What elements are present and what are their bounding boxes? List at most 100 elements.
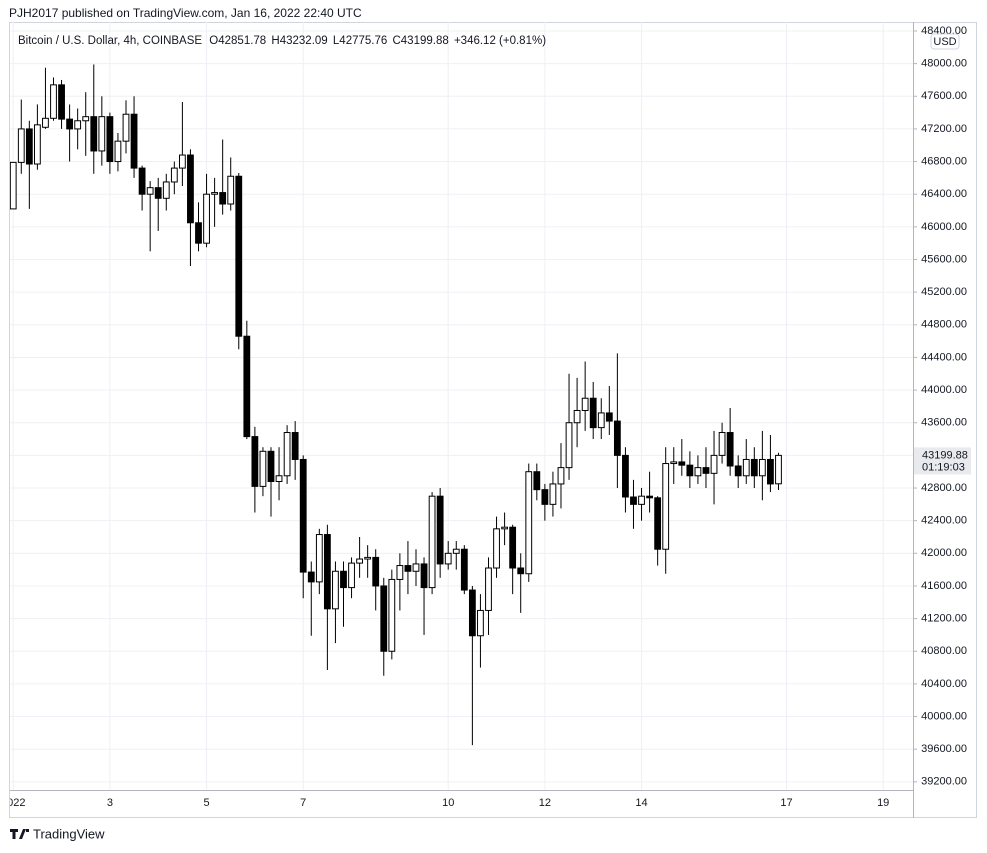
chart-frame [9, 22, 977, 818]
currency: USD [933, 36, 956, 48]
publish-info: PJH2017 published on TradingView.com, Ja… [9, 6, 362, 20]
x-tick-label: 7 [300, 797, 306, 809]
candle-body [364, 556, 372, 560]
candle-body [775, 454, 782, 485]
legend-label: O [209, 35, 218, 47]
candle-body [460, 548, 468, 591]
candle-body [348, 562, 355, 589]
candle-body [605, 412, 613, 422]
candle-body [146, 187, 154, 195]
candle-body [259, 450, 267, 487]
countdown: 01:19:03 [922, 461, 965, 473]
symbol: Bitcoin / U.S. Dollar, 4h, COINBASE [18, 35, 202, 47]
candle-body [315, 534, 323, 583]
candle-body [622, 454, 629, 498]
candle-body [130, 113, 138, 169]
y-tick-label: 39200.00 [921, 776, 967, 788]
candle-body [412, 563, 420, 572]
candle-body [388, 578, 396, 652]
y-tick-label: 40400.00 [921, 678, 967, 690]
candle-body [211, 192, 219, 195]
candle-body [420, 563, 428, 589]
candle-body [493, 528, 500, 569]
candle-body [251, 436, 259, 487]
legend-label: H [271, 35, 279, 47]
candle-body [702, 467, 710, 474]
candle-body [428, 495, 436, 589]
candle-body [178, 154, 186, 169]
y-tick-label: 42800.00 [921, 482, 967, 494]
legend-value: 42775.76 [339, 35, 387, 47]
candle-body [678, 461, 686, 466]
candle-body [235, 175, 243, 337]
logo-icon [10, 829, 29, 839]
candle-body [138, 167, 146, 195]
x-tick-label: 14 [635, 797, 647, 809]
last-price-label: 43199.88 [922, 449, 968, 461]
candle-body [203, 193, 210, 244]
x-tick-label: 3 [107, 797, 113, 809]
last-price-box [914, 447, 971, 475]
candle-body [646, 495, 653, 499]
candle-body [372, 556, 380, 587]
y-tick-label: 46400.00 [921, 188, 967, 200]
logo: TradingView [10, 826, 105, 841]
candle-body [549, 483, 557, 505]
candle-body [630, 496, 637, 505]
legend-label: L [333, 35, 340, 47]
y-tick-label: 47200.00 [921, 123, 967, 135]
candle-body [33, 124, 41, 165]
candle-body [718, 432, 726, 456]
candle-body [162, 181, 170, 199]
candle-body [734, 465, 742, 477]
candle-body [243, 335, 251, 438]
candle-body [533, 471, 541, 491]
candle-body [654, 497, 662, 550]
candle-body [694, 467, 702, 477]
candle-body [98, 116, 106, 152]
candle-body [517, 567, 525, 575]
candle-body [323, 534, 331, 610]
candle-body [541, 489, 549, 505]
candle-body [404, 565, 412, 572]
candle-body [170, 167, 178, 183]
legend-value: 42851.78 [218, 35, 266, 47]
y-tick-label: 46000.00 [921, 221, 967, 233]
candle-body [195, 222, 202, 244]
candle-body [557, 467, 565, 485]
y-tick-label: 43600.00 [921, 417, 967, 429]
candle-body [90, 116, 98, 152]
candle-body [58, 84, 65, 120]
y-tick-label: 45200.00 [921, 286, 967, 298]
legend-label: C [392, 35, 400, 47]
candle-body [565, 422, 573, 469]
y-tick-label: 39600.00 [921, 743, 967, 755]
candle-body [742, 458, 750, 477]
y-tick-label: 42400.00 [921, 515, 967, 527]
candle-body [74, 120, 82, 130]
candle-body [613, 420, 621, 456]
candle-body [10, 161, 17, 210]
candle-body [589, 397, 597, 429]
candle-body [525, 471, 533, 575]
candle-body [356, 558, 364, 564]
brand: TradingView [33, 826, 105, 841]
y-tick-label: 42000.00 [921, 547, 967, 559]
legend-value: 43199.88 [401, 35, 449, 47]
candle-body [638, 495, 645, 505]
candle-body [283, 432, 291, 477]
x-tick-label: 12 [539, 797, 551, 809]
candle-body [452, 548, 460, 554]
candle-body [82, 116, 90, 122]
y-tick-label: 44000.00 [921, 384, 967, 396]
x-tick-label: 5 [203, 797, 209, 809]
candle-body [66, 118, 74, 130]
candle-body [436, 495, 444, 565]
currency-box[interactable] [930, 33, 960, 50]
candle-body [114, 140, 122, 163]
candle-body [662, 463, 670, 550]
candle-body [42, 117, 49, 128]
candle-body [380, 585, 388, 652]
candle-body [726, 432, 734, 467]
